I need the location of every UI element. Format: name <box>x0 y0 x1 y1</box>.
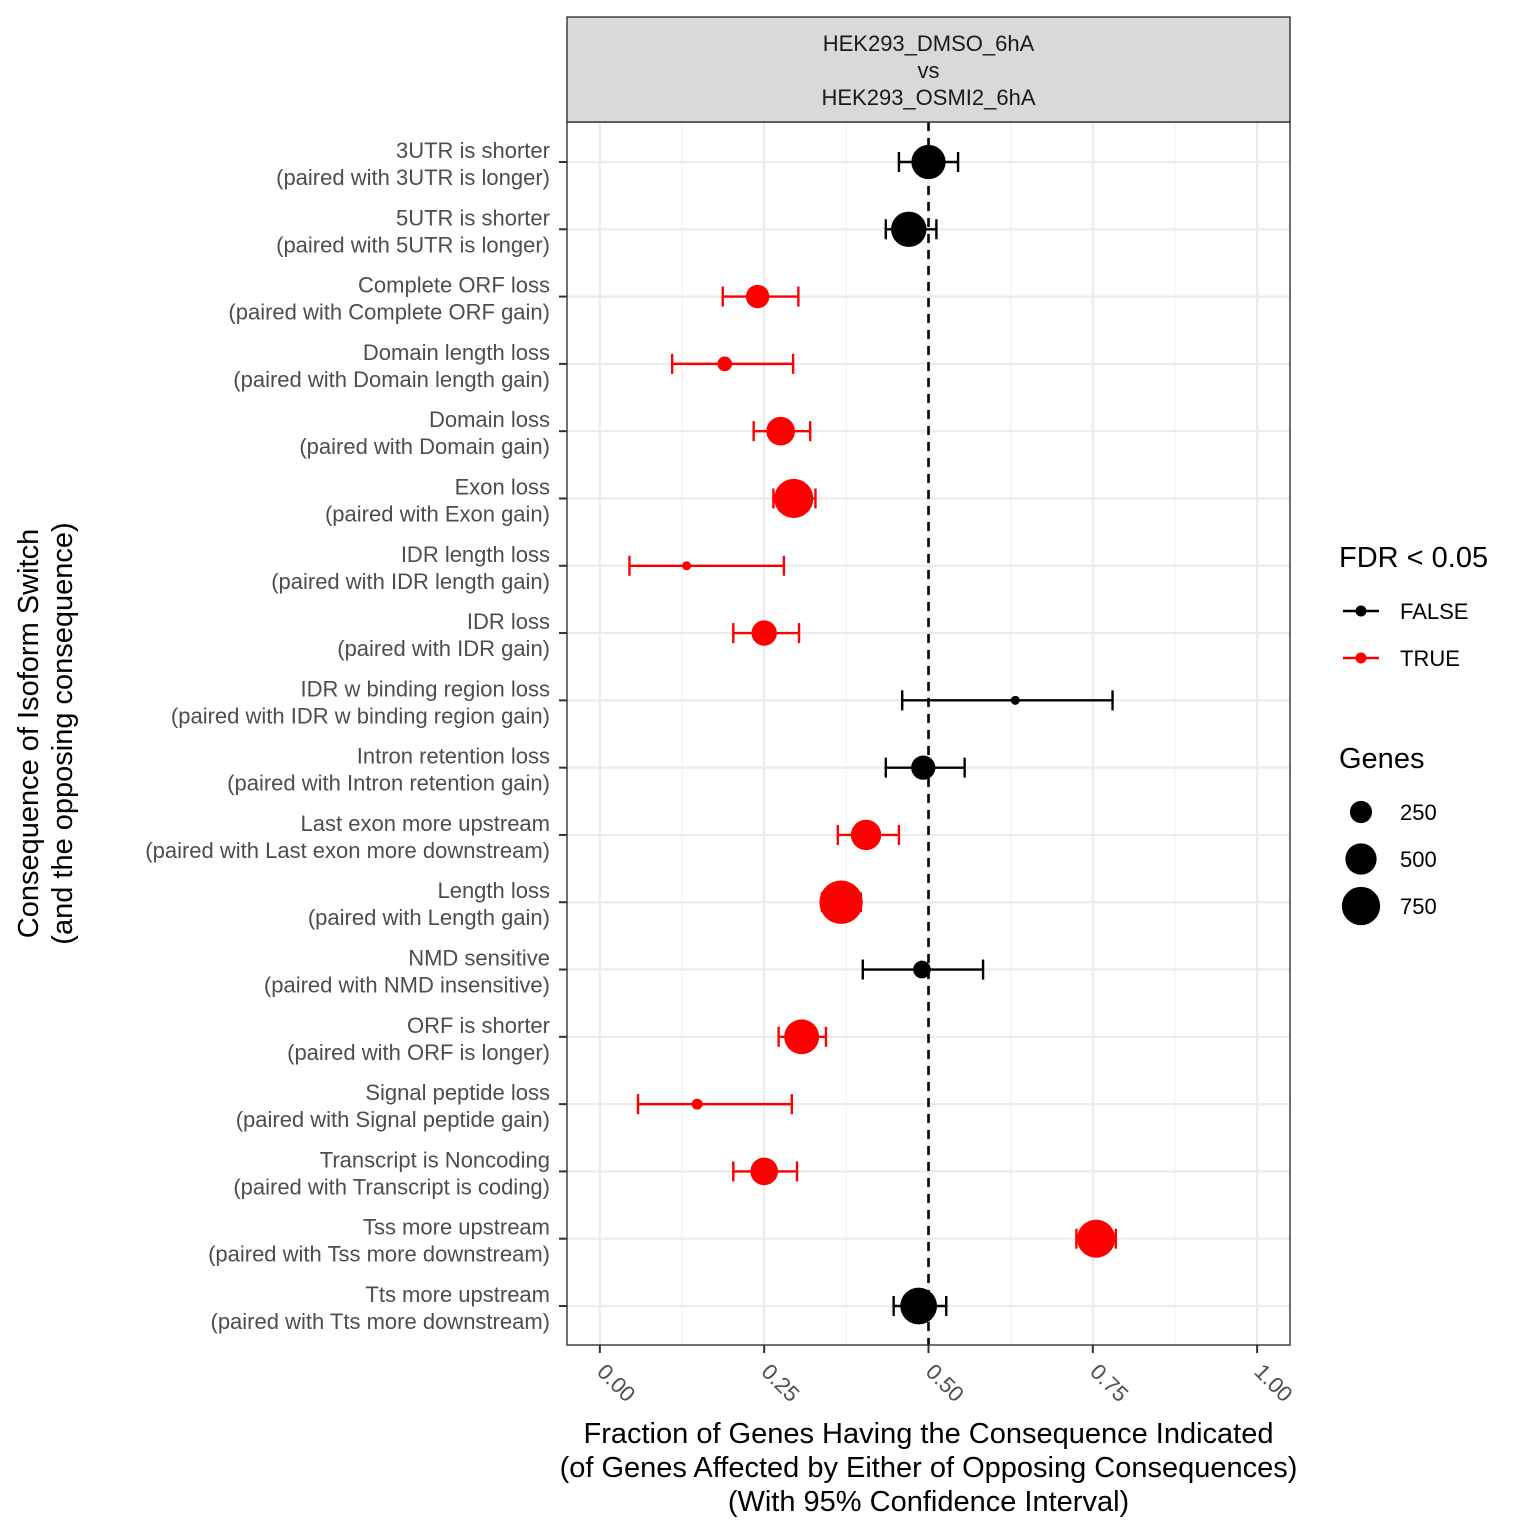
data-point <box>751 620 777 646</box>
x-tick-label: 0.50 <box>921 1359 969 1407</box>
y-tick-label: (paired with NMD insensitive) <box>264 973 550 998</box>
data-point <box>913 960 931 979</box>
y-tick-label: (paired with IDR w binding region gain) <box>171 703 550 728</box>
legend-size-key <box>1341 886 1381 926</box>
y-tick-label: Domain length loss <box>363 340 550 365</box>
data-point <box>911 144 946 180</box>
legend-size-title: Genes <box>1339 743 1424 775</box>
x-tick-label: 0.25 <box>757 1359 805 1407</box>
y-axis-title: Consequence of Isoform Switch <box>13 529 45 938</box>
y-tick-label: Tts more upstream <box>365 1282 550 1307</box>
legend-color-label: TRUE <box>1400 646 1460 671</box>
x-axis-title: Fraction of Genes Having the Consequence… <box>584 1418 1274 1450</box>
legend-size-label: 500 <box>1400 847 1437 872</box>
y-tick-label: Transcript is Noncoding <box>320 1147 550 1172</box>
data-point <box>717 356 733 372</box>
data-marks <box>628 144 1118 1325</box>
y-tick-label: Complete ORF loss <box>358 273 550 298</box>
facet-strip-background <box>566 16 1291 123</box>
y-tick-label: (paired with Domain length gain) <box>233 367 550 392</box>
facet-strip-label: vs <box>918 58 940 83</box>
legend-size-label: 250 <box>1400 800 1437 825</box>
legend-color-label: FALSE <box>1400 599 1468 624</box>
y-tick-label: Signal peptide loss <box>365 1080 550 1105</box>
y-tick-label: (paired with Exon gain) <box>325 501 550 526</box>
legend-size-label: 750 <box>1400 894 1437 919</box>
y-tick-label: IDR loss <box>467 609 550 634</box>
y-tick-label: NMD sensitive <box>408 946 550 971</box>
data-point <box>682 561 692 571</box>
x-tick-label: 0.00 <box>592 1359 640 1407</box>
facet-strip-label: HEK293_DMSO_6hA <box>823 31 1035 56</box>
data-point <box>691 1098 703 1110</box>
y-tick-label: (paired with Length gain) <box>308 905 550 930</box>
data-point <box>784 1019 820 1055</box>
y-tick-label: Intron retention loss <box>357 744 550 769</box>
x-axis-title: (of Genes Affected by Either of Opposing… <box>560 1452 1298 1484</box>
data-point <box>745 284 770 309</box>
facet-strip-label: HEK293_OSMI2_6hA <box>821 85 1035 110</box>
axis-titles: Fraction of Genes Having the Consequence… <box>13 522 1297 1518</box>
y-tick-label: (paired with 5UTR is longer) <box>276 232 550 257</box>
y-tick-label: (paired with Signal peptide gain) <box>236 1107 550 1132</box>
data-point <box>891 211 927 248</box>
y-tick-label: Domain loss <box>429 407 550 432</box>
data-point <box>819 880 863 924</box>
legend-size-key <box>1349 800 1373 824</box>
data-point <box>1077 1219 1116 1258</box>
data-point <box>750 1157 779 1186</box>
y-axis-title: (and the opposing consequence) <box>47 522 79 944</box>
y-tick-label: (paired with Last exon more downstream) <box>145 838 550 863</box>
data-point <box>900 1287 938 1325</box>
data-point <box>911 755 936 780</box>
y-tick-label: (paired with 3UTR is longer) <box>276 165 550 190</box>
data-point <box>774 478 814 519</box>
data-point <box>850 819 882 851</box>
legend: FDR < 0.05 FALSE TRUE Genes 250 500 750 <box>1339 542 1488 926</box>
y-tick-label: 5UTR is shorter <box>396 205 550 230</box>
y-tick-label: (paired with Tts more downstream) <box>211 1309 551 1334</box>
y-tick-label: Tss more upstream <box>363 1215 550 1240</box>
legend-color-title: FDR < 0.05 <box>1339 542 1488 574</box>
legend-color-key-point <box>1355 652 1367 664</box>
y-tick-label: Exon loss <box>455 474 550 499</box>
data-point <box>1010 695 1020 705</box>
legend-size-key <box>1345 843 1377 875</box>
y-tick-label: (paired with Tss more downstream) <box>208 1242 550 1267</box>
y-tick-label: ORF is shorter <box>407 1013 550 1038</box>
x-tick-label: 1.00 <box>1250 1359 1298 1407</box>
y-tick-label: (paired with IDR length gain) <box>271 569 550 594</box>
y-tick-label: (paired with Intron retention gain) <box>227 771 550 796</box>
y-tick-label: 3UTR is shorter <box>396 138 550 163</box>
y-tick-label: (paired with ORF is longer) <box>287 1040 550 1065</box>
y-tick-label: (paired with Complete ORF gain) <box>228 300 550 325</box>
y-tick-label: (paired with IDR gain) <box>337 636 550 661</box>
legend-color-key-point <box>1355 605 1367 617</box>
y-tick-label: IDR w binding region loss <box>301 676 550 701</box>
data-point <box>766 416 795 446</box>
y-tick-label: (paired with Transcript is coding) <box>233 1174 550 1199</box>
y-tick-label: (paired with Domain gain) <box>299 434 550 459</box>
y-tick-label: Last exon more upstream <box>301 811 550 836</box>
x-axis: 0.00 0.25 0.50 0.75 1.00 <box>592 1345 1298 1407</box>
y-tick-label: IDR length loss <box>401 542 550 567</box>
y-axis: 3UTR is shorter(paired with 3UTR is long… <box>145 138 567 1334</box>
x-axis-title: (With 95% Confidence Interval) <box>728 1486 1129 1518</box>
x-tick-label: 0.75 <box>1085 1359 1133 1407</box>
y-tick-label: Length loss <box>437 878 550 903</box>
